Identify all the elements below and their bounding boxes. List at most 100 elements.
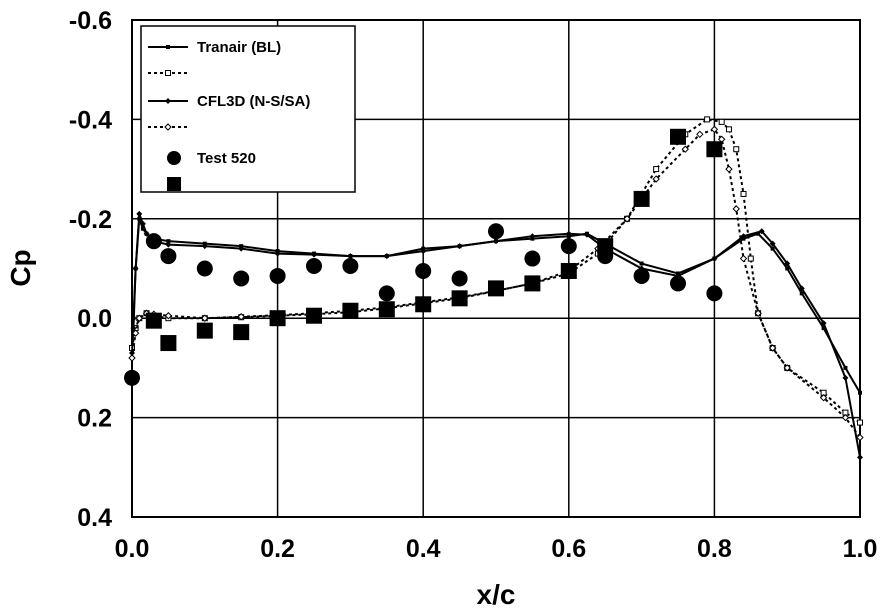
data-point [560,238,577,255]
tick-labels: 0.0 0.2 0.4 0.6 0.8 1.0 -0.6 -0.4 -0.2 0.0 0.2 0.4 [69,7,877,563]
data-point [237,313,245,321]
data-point [383,253,390,260]
data-point [140,226,145,231]
x-tick-label: 1.0 [843,535,878,563]
data-point [784,260,791,267]
x-tick-label: 0.2 [260,535,295,563]
data-point [783,364,791,372]
data-point [758,228,765,235]
data-point [785,266,790,271]
data-point [132,265,139,272]
data-point [347,253,354,260]
data-point [706,141,723,158]
data-point [524,250,541,267]
legend-entry [148,70,188,76]
legend-entry: Test 520 [167,150,256,167]
data-point [652,175,660,183]
data-point [718,118,725,125]
data-point [857,419,863,426]
legend-marker [165,98,171,104]
data-point [725,126,732,133]
data-point [488,223,504,240]
data-point [342,258,359,275]
data-point [456,243,463,250]
data-point [196,260,213,277]
y-tick-label: -0.2 [69,206,112,234]
data-point [130,325,137,332]
data-point [238,245,245,252]
data-point [856,433,864,442]
x-tick-label: 0.0 [115,535,150,563]
series-3 [129,210,863,461]
data-point [201,243,208,250]
data-point [725,165,733,173]
data-point [798,285,805,292]
data-point [136,210,143,217]
data-point [451,290,468,307]
legend-marker [167,151,181,165]
data-point [858,390,862,395]
data-point [754,309,762,317]
plot-frame [131,19,861,518]
y-axis-label: Cp [5,249,36,286]
data-point [488,280,504,297]
data-point [165,241,172,248]
x-tick-label: 0.6 [551,535,586,563]
data-point [160,335,177,352]
data-point [493,238,499,245]
data-point [201,314,209,322]
data-point [770,246,775,251]
data-point [415,262,432,279]
data-point [820,320,827,327]
data-point [857,454,863,461]
data-point [160,248,177,265]
data-point [565,230,572,237]
data-point [740,190,747,197]
data-point [311,251,317,258]
data-point [196,322,213,339]
data-point [166,239,171,244]
data-point [768,344,777,352]
data-point [681,145,689,153]
data-point [560,262,577,279]
data-point [378,301,395,318]
data-point [420,248,427,255]
series-5 [124,223,723,386]
data-point [139,220,146,227]
data-point [799,291,804,296]
legend-label: CFL3D (N-S/SA) [197,93,310,110]
legend-entry [167,177,181,191]
data-point [524,275,541,292]
data-point [143,230,150,237]
data-point [756,231,761,236]
data-point [670,275,686,292]
legend-marker [166,45,170,49]
series-6 [145,128,723,352]
data-point [378,285,395,302]
data-point [653,166,660,173]
data-point [821,326,826,331]
data-point [269,310,286,327]
x-axis-label: x/c [477,579,516,608]
legend-label: Test 520 [197,150,256,167]
data-point [740,233,747,240]
data-point [739,254,748,263]
data-point [597,238,614,255]
data-point [706,285,723,302]
data-point [131,329,140,337]
data-point [529,233,536,240]
data-point [633,190,650,207]
data-point [841,413,850,422]
data-point [710,125,719,134]
data-point [145,312,162,329]
data-point [164,312,173,320]
data-point [732,205,740,213]
legend: Tranair (BL) CFL3D (N-S/SA) Test 520 [140,25,356,193]
data-point [747,255,754,262]
data-point [711,255,718,262]
data-point [415,296,432,313]
data-point [842,374,849,381]
data-point [584,231,590,238]
legend-marker [165,70,171,76]
